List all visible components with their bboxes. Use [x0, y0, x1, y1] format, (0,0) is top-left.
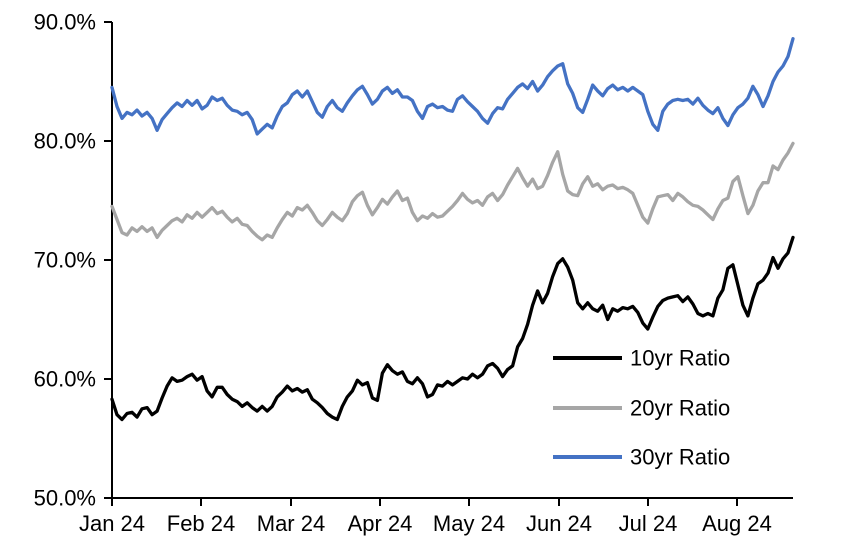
legend-label-10yr: 10yr Ratio — [630, 346, 730, 371]
x-tick-label: May 24 — [433, 511, 505, 536]
x-tick-label: Apr 24 — [348, 511, 413, 536]
series-line-20yr-ratio — [110, 141, 795, 242]
x-tick-label: Feb 24 — [167, 511, 236, 536]
series-line-10yr-ratio — [110, 235, 795, 422]
legend-label-20yr: 20yr Ratio — [630, 396, 730, 421]
legend: 10yr Ratio 20yr Ratio 30yr Ratio — [553, 346, 730, 470]
x-tick-label: Jan 24 — [79, 511, 145, 536]
legend-label-30yr: 30yr Ratio — [630, 445, 730, 470]
y-tick-label: 90.0% — [34, 10, 96, 35]
y-tick-label: 50.0% — [34, 486, 96, 511]
y-axis-labels: 90.0% 80.0% 70.0% 60.0% 50.0% — [34, 10, 96, 511]
y-tick-label: 80.0% — [34, 129, 96, 154]
x-axis-labels: Jan 24 Feb 24 Mar 24 Apr 24 May 24 Jun 2… — [79, 511, 772, 536]
series-lines — [110, 37, 795, 422]
axes — [104, 21, 793, 506]
x-tick-label: Jun 24 — [526, 511, 592, 536]
x-tick-label: Mar 24 — [257, 511, 325, 536]
series-line-30yr-ratio — [110, 37, 795, 136]
y-tick-label: 70.0% — [34, 248, 96, 273]
y-tick-label: 60.0% — [34, 367, 96, 392]
x-tick-label: Aug 24 — [702, 511, 772, 536]
x-tick-label: Jul 24 — [619, 511, 678, 536]
